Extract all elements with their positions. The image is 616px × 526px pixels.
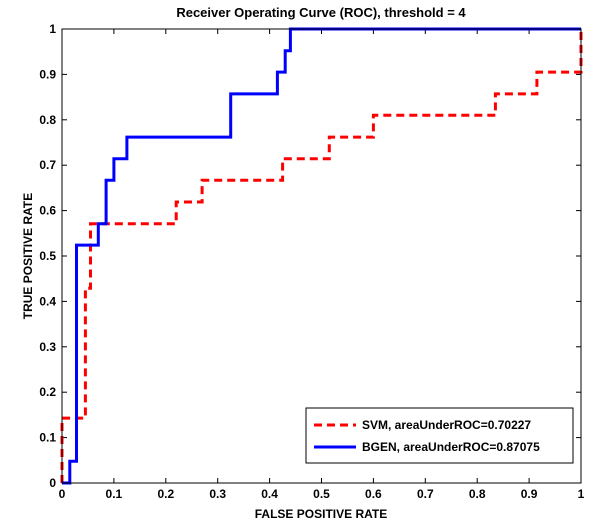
legend-entry: BGEN, areaUnderROC=0.87075 — [362, 440, 540, 454]
legend: SVM, areaUnderROC=0.70227 BGEN, areaUnder… — [305, 407, 574, 464]
chart-title: Receiver Operating Curve (ROC), threshol… — [176, 5, 466, 20]
x-tick-label: 0.8 — [469, 487, 486, 501]
x-tick-label: 0.1 — [106, 487, 123, 501]
y-tick-label: 0.5 — [39, 249, 56, 263]
x-tick-label: 0.9 — [521, 487, 538, 501]
y-tick-label: 0.2 — [39, 385, 56, 399]
plot-lines — [60, 27, 583, 485]
x-tick-label: 0.2 — [157, 487, 174, 501]
y-tick-label: 1 — [49, 22, 56, 36]
axis-ticks: 0 0.1 0.2 0.3 0.4 0.5 0.6 0.7 0.8 0.9 1 0 0.1 0.2 0.3 0… — [39, 22, 584, 501]
x-tick-label: 0.6 — [365, 487, 382, 501]
plot-frame — [61, 28, 582, 484]
y-tick-label: 0.4 — [39, 294, 56, 308]
series-line-bgen — [62, 27, 581, 485]
y-tick-label: 0.1 — [39, 431, 56, 445]
y-tick-label: 0.6 — [39, 204, 56, 218]
y-tick-label: 0.9 — [39, 67, 56, 81]
x-tick-label: 0.7 — [417, 487, 434, 501]
x-tick-label: 0.5 — [313, 487, 330, 501]
y-tick-label: 0.3 — [39, 340, 56, 354]
series-line-svm — [60, 29, 583, 483]
y-tick-label: 0 — [49, 476, 56, 490]
x-tick-label: 0 — [59, 487, 66, 501]
x-axis-label: FALSE POSITIVE RATE — [255, 507, 387, 521]
legend-box — [305, 407, 574, 464]
legend-entry: SVM, areaUnderROC=0.70227 — [362, 418, 531, 432]
x-tick-label: 1 — [578, 487, 585, 501]
y-tick-label: 0.8 — [39, 113, 56, 127]
x-tick-label: 0.3 — [209, 487, 226, 501]
y-tick-label: 0.7 — [39, 158, 56, 172]
x-tick-label: 0.4 — [261, 487, 278, 501]
y-axis-label: TRUE POSITIVE RATE — [21, 193, 35, 319]
